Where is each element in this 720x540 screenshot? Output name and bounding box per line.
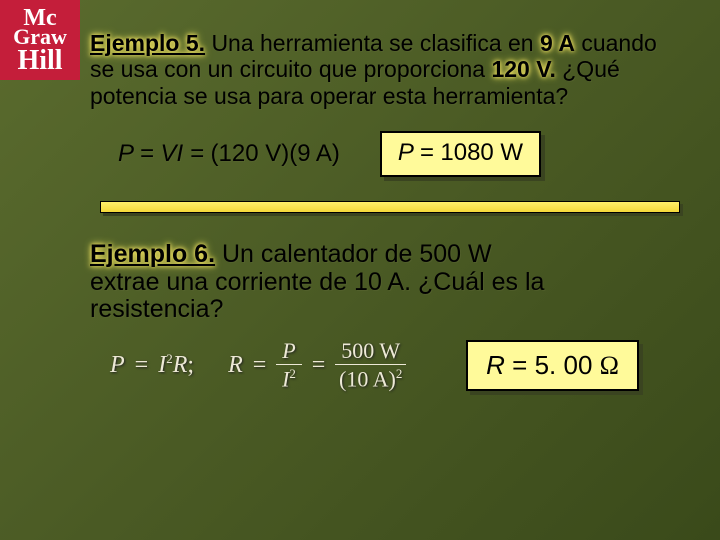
eq-frac2-d: (10 A)2 bbox=[339, 365, 402, 390]
eq-eq3: = bbox=[312, 352, 326, 379]
eq-frac1: P I2 bbox=[276, 340, 301, 390]
example-5-paragraph: Ejemplo 5. Una herramienta se clasifica … bbox=[90, 30, 665, 109]
mcgraw-hill-logo: Mc Graw Hill bbox=[0, 0, 80, 80]
ex6-equation: P = I2R; R = P I2 = 500 W (10 A)2 bbox=[110, 340, 406, 390]
example-6-paragraph: Ejemplo 6. Un calentador de 500 W extrae… bbox=[90, 241, 565, 324]
logo-line-2: Graw bbox=[13, 28, 67, 47]
ex6-answer-box: R = 5. 00 Ω bbox=[466, 340, 639, 391]
ex5-text-1: Una herramienta se clasifica en bbox=[211, 30, 533, 56]
ex5-answer-rhs: 1080 W bbox=[440, 139, 523, 166]
eq-frac2: 500 W (10 A)2 bbox=[335, 340, 406, 390]
eq-I2R: I2R; bbox=[158, 351, 194, 379]
example-5-title: Ejemplo 5. bbox=[90, 30, 205, 56]
divider-bar bbox=[100, 201, 680, 213]
ex5-formula-lhs: P = VI = bbox=[118, 140, 204, 167]
divider-bar-wrap bbox=[90, 201, 665, 213]
ex5-answer-box: P = 1080 W bbox=[380, 131, 541, 177]
example-6-title: Ejemplo 6. bbox=[90, 240, 215, 268]
ex6-answer-mid: = 5. 00 bbox=[512, 350, 592, 380]
eq-eq2: = bbox=[253, 352, 267, 379]
ex5-answer-lhs: P = bbox=[398, 139, 434, 166]
eq-P: P bbox=[110, 352, 125, 379]
eq-frac1-n: P bbox=[276, 340, 301, 365]
example-5-row: P = VI = (120 V)(9 A) P = 1080 W bbox=[118, 131, 665, 177]
ex5-formula: P = VI = (120 V)(9 A) bbox=[118, 140, 340, 168]
eq-eq1: = bbox=[135, 352, 149, 379]
ex5-value-current: 9 A bbox=[540, 30, 575, 56]
ex5-formula-rhs: (120 V)(9 A) bbox=[211, 140, 340, 167]
eq-frac2-n: 500 W bbox=[335, 340, 406, 365]
ex6-answer-unit: Ω bbox=[600, 351, 619, 380]
ex5-value-voltage: 120 V. bbox=[491, 56, 555, 82]
slide-content: Ejemplo 5. Una herramienta se clasifica … bbox=[0, 0, 720, 391]
ex6-answer-lhs: R bbox=[486, 350, 505, 380]
example-6-row: P = I2R; R = P I2 = 500 W (10 A)2 R = 5.… bbox=[110, 340, 665, 391]
eq-R: R bbox=[228, 352, 243, 379]
logo-line-3: Hill bbox=[17, 49, 62, 73]
eq-frac1-d: I2 bbox=[282, 365, 296, 390]
